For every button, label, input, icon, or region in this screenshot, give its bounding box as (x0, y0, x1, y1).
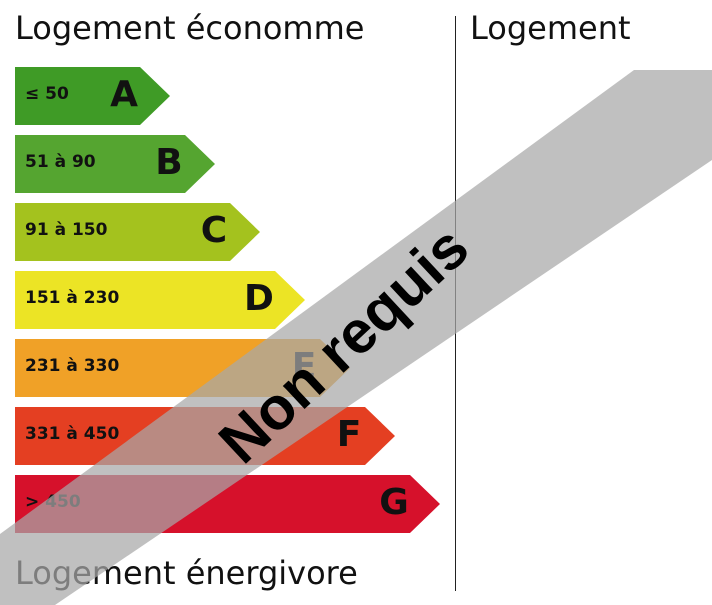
energy-class-letter: G (379, 482, 409, 523)
energy-class-letter: B (155, 142, 183, 183)
energy-class-letter: F (336, 414, 362, 455)
energy-class-range: ≤ 50 (25, 84, 69, 104)
energy-class-letter: A (110, 74, 138, 115)
energy-class-range: > 450 (25, 492, 81, 512)
energy-class-range: 331 à 450 (25, 424, 120, 444)
energy-class-range: 51 à 90 (25, 152, 96, 172)
energy-class-range: 231 à 330 (25, 356, 120, 376)
column-divider (455, 16, 457, 591)
energy-class-a: ≤ 50 A (15, 67, 170, 125)
title-housing: Logement (470, 9, 631, 47)
energy-class-b: 51 à 90 B (15, 135, 215, 193)
energy-class-letter: C (200, 210, 228, 251)
energy-class-range: 151 à 230 (25, 288, 120, 308)
title-economical: Logement économme (15, 9, 365, 47)
energy-class-d: 151 à 230 D (15, 271, 305, 329)
energy-class-g: > 450 G (15, 475, 440, 533)
energy-class-range: 91 à 150 (25, 220, 108, 240)
title-energy-intensive: Logement énergivore (15, 554, 358, 592)
energy-class-letter: D (244, 278, 274, 319)
energy-class-f: 331 à 450 F (15, 407, 395, 465)
energy-class-c: 91 à 150 C (15, 203, 260, 261)
